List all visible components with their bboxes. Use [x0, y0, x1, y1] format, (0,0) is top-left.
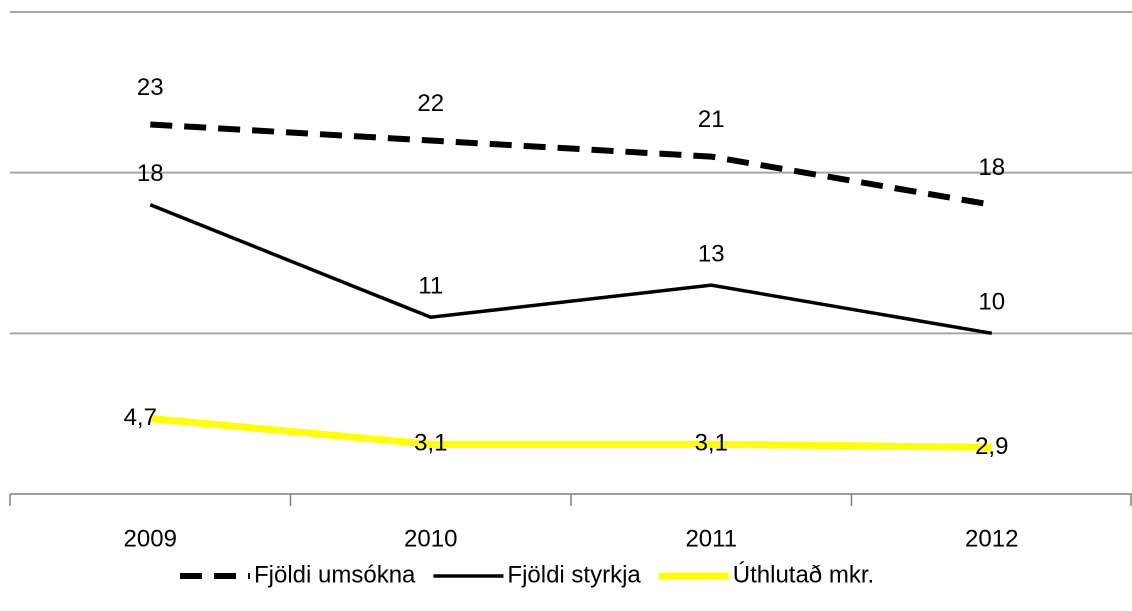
data-label: 18	[137, 160, 164, 187]
x-tick-label: 2011	[685, 525, 737, 552]
data-label: 18	[978, 154, 1005, 181]
legend-label: Úthlutað mkr.	[733, 561, 874, 588]
data-label: 10	[978, 289, 1005, 316]
data-label: 22	[417, 90, 444, 117]
data-label: 11	[418, 273, 443, 300]
x-tick-label: 2012	[965, 525, 1018, 552]
data-label: 13	[698, 240, 725, 267]
line	[149, 203, 993, 336]
line	[150, 121, 993, 208]
line	[149, 415, 992, 451]
data-label: 4,7	[124, 404, 157, 431]
data-label: 23	[137, 74, 164, 101]
data-label: 3,1	[695, 430, 728, 457]
legend-label: Fjöldi styrkja	[507, 561, 641, 588]
data-label: 21	[698, 106, 725, 133]
x-tick-label: 2009	[124, 525, 177, 552]
data-label: 2,9	[975, 433, 1008, 460]
data-label: 3,1	[414, 430, 447, 457]
x-tick-label: 2010	[404, 525, 457, 552]
legend-label: Fjöldi umsókna	[254, 561, 416, 588]
